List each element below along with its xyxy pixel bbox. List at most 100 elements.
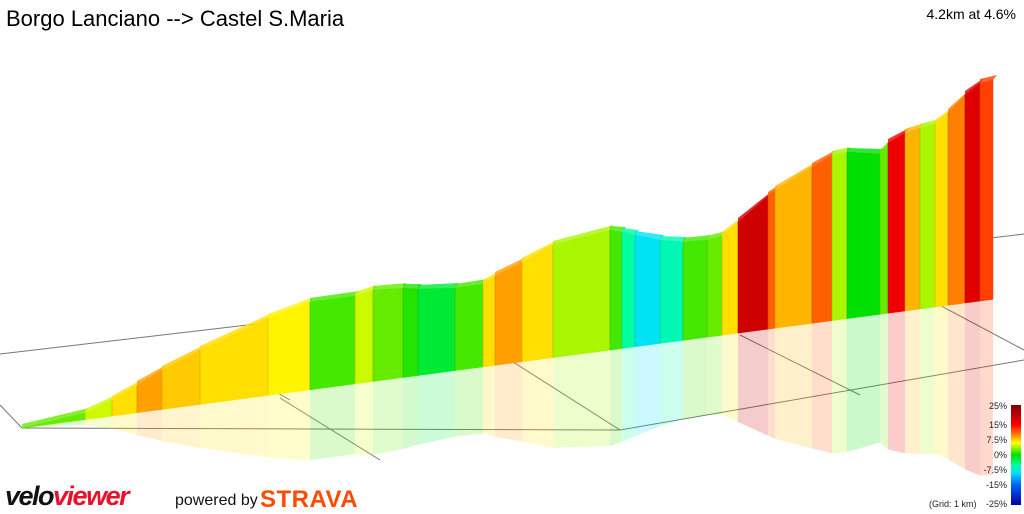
profile-top-edge [660,236,687,242]
profile-segment [879,142,889,315]
profile-top-edge [522,240,557,262]
profile-segment [887,132,906,314]
profile-segment [309,295,356,391]
profile-reflection-segment [738,329,768,436]
profile-segment [682,239,708,341]
profile-reflection-segment [768,328,775,439]
profile-reflection-segment [812,320,832,454]
profile-segment [621,231,636,349]
profile-reflection-segment [403,375,418,450]
profile-segment [964,82,981,304]
profile-segment [721,221,739,336]
profile-top-edge [553,225,614,245]
legend-tick: 7.5% [986,435,1007,445]
profile-reflection-segment [707,335,722,416]
profile-segment [354,289,374,385]
route-summary: 4.2km at 4.6% [926,6,1017,22]
profile-reflection-segment [522,357,553,448]
profile-top-edge [403,284,422,289]
profile-reflection-segment [310,383,355,461]
profile-segment [634,234,661,348]
profile-top-edge [455,279,487,288]
profile-top-edge [905,123,924,133]
profile-segment [267,301,311,396]
profile-top-edge [373,283,407,290]
profile-reflection-segment [660,340,683,427]
profile-reflection-segment [775,323,812,449]
profile-segment [904,127,921,312]
profile-segment [774,166,813,329]
profile-top-edge [935,108,952,124]
strava-logo[interactable]: STRAVA [260,486,359,513]
profile-segment [919,123,936,310]
grid-line [739,334,861,396]
profile-top-edge [495,257,526,276]
profile-top-edge [635,231,664,240]
profile-top-edge [888,128,909,143]
grid-line [929,299,1024,351]
profile-top-edge [722,217,742,236]
gradient-legend-bar [1011,405,1021,505]
profile-segment [372,287,404,382]
profile-reflection-segment [162,404,200,448]
profile-reflection-segment [905,309,920,454]
legend-tick: -15% [985,480,1007,490]
profile-segment [979,79,994,302]
profile-top-edge [980,75,997,83]
profile-top-edge [200,313,272,350]
profile-top-edge [22,408,89,428]
profile-top-edge [920,119,939,128]
profile-reflection-segment [418,370,455,445]
legend-tick: -25% [985,499,1007,509]
profile-top-edge [832,147,851,155]
profile-reflection-segment [948,303,965,470]
profile-segment [552,229,611,358]
profile-reflection-segment [847,314,880,453]
profile-reflection-segment [112,412,137,435]
profile-top-edge [268,297,314,318]
profile-reflection-segment [355,381,373,455]
profile-segment [831,151,848,321]
profile-segment [609,229,623,351]
profile-segment [767,189,776,330]
grid-line [0,404,23,429]
profile-top-edge [622,228,639,235]
profile-segment [947,94,966,306]
profile-reflection-segment [137,409,162,442]
profile-segment [846,151,881,319]
profile-top-edge [112,380,141,400]
route-title: Borgo Lanciano --> Castel S.Maria [6,6,345,31]
profile-reflection-segment [268,389,310,461]
profile-top-edge [707,231,726,240]
profile-reflection-segment [880,313,888,450]
veloviewer-logo[interactable]: veloviewer [5,481,130,512]
profile-segment [454,283,484,371]
profile-top-edge [775,162,816,190]
grid-note: (Grid: 1 km) [929,499,977,509]
profile-reflection-segment [553,350,610,448]
profile-reflection-segment [935,305,948,460]
profile-segment [494,261,523,366]
profile-reflection-segment [483,365,495,437]
legend-tick: 25% [988,401,1007,411]
profile-segment [811,154,833,324]
profile-top-edge [738,191,772,222]
profile-top-edge [812,150,836,167]
profile-top-edge [418,283,459,289]
profile-top-edge [965,78,984,95]
profile-top-edge [683,235,711,242]
profile-segment [934,112,949,308]
profile-reflection-segment [455,366,483,437]
profile-top-edge [847,148,884,154]
profile-reflection-segment [980,299,993,476]
profile-reflection-segment [722,333,738,423]
grid-line [509,359,621,431]
profile-top-edge [948,90,969,113]
legend-tick: 0% [993,450,1007,460]
profile-segment [417,287,456,376]
profile-reflection-segment [965,301,980,476]
profile-reflection-segment [683,337,707,420]
grid-line [619,359,1024,431]
profile-top-edge [137,365,166,385]
